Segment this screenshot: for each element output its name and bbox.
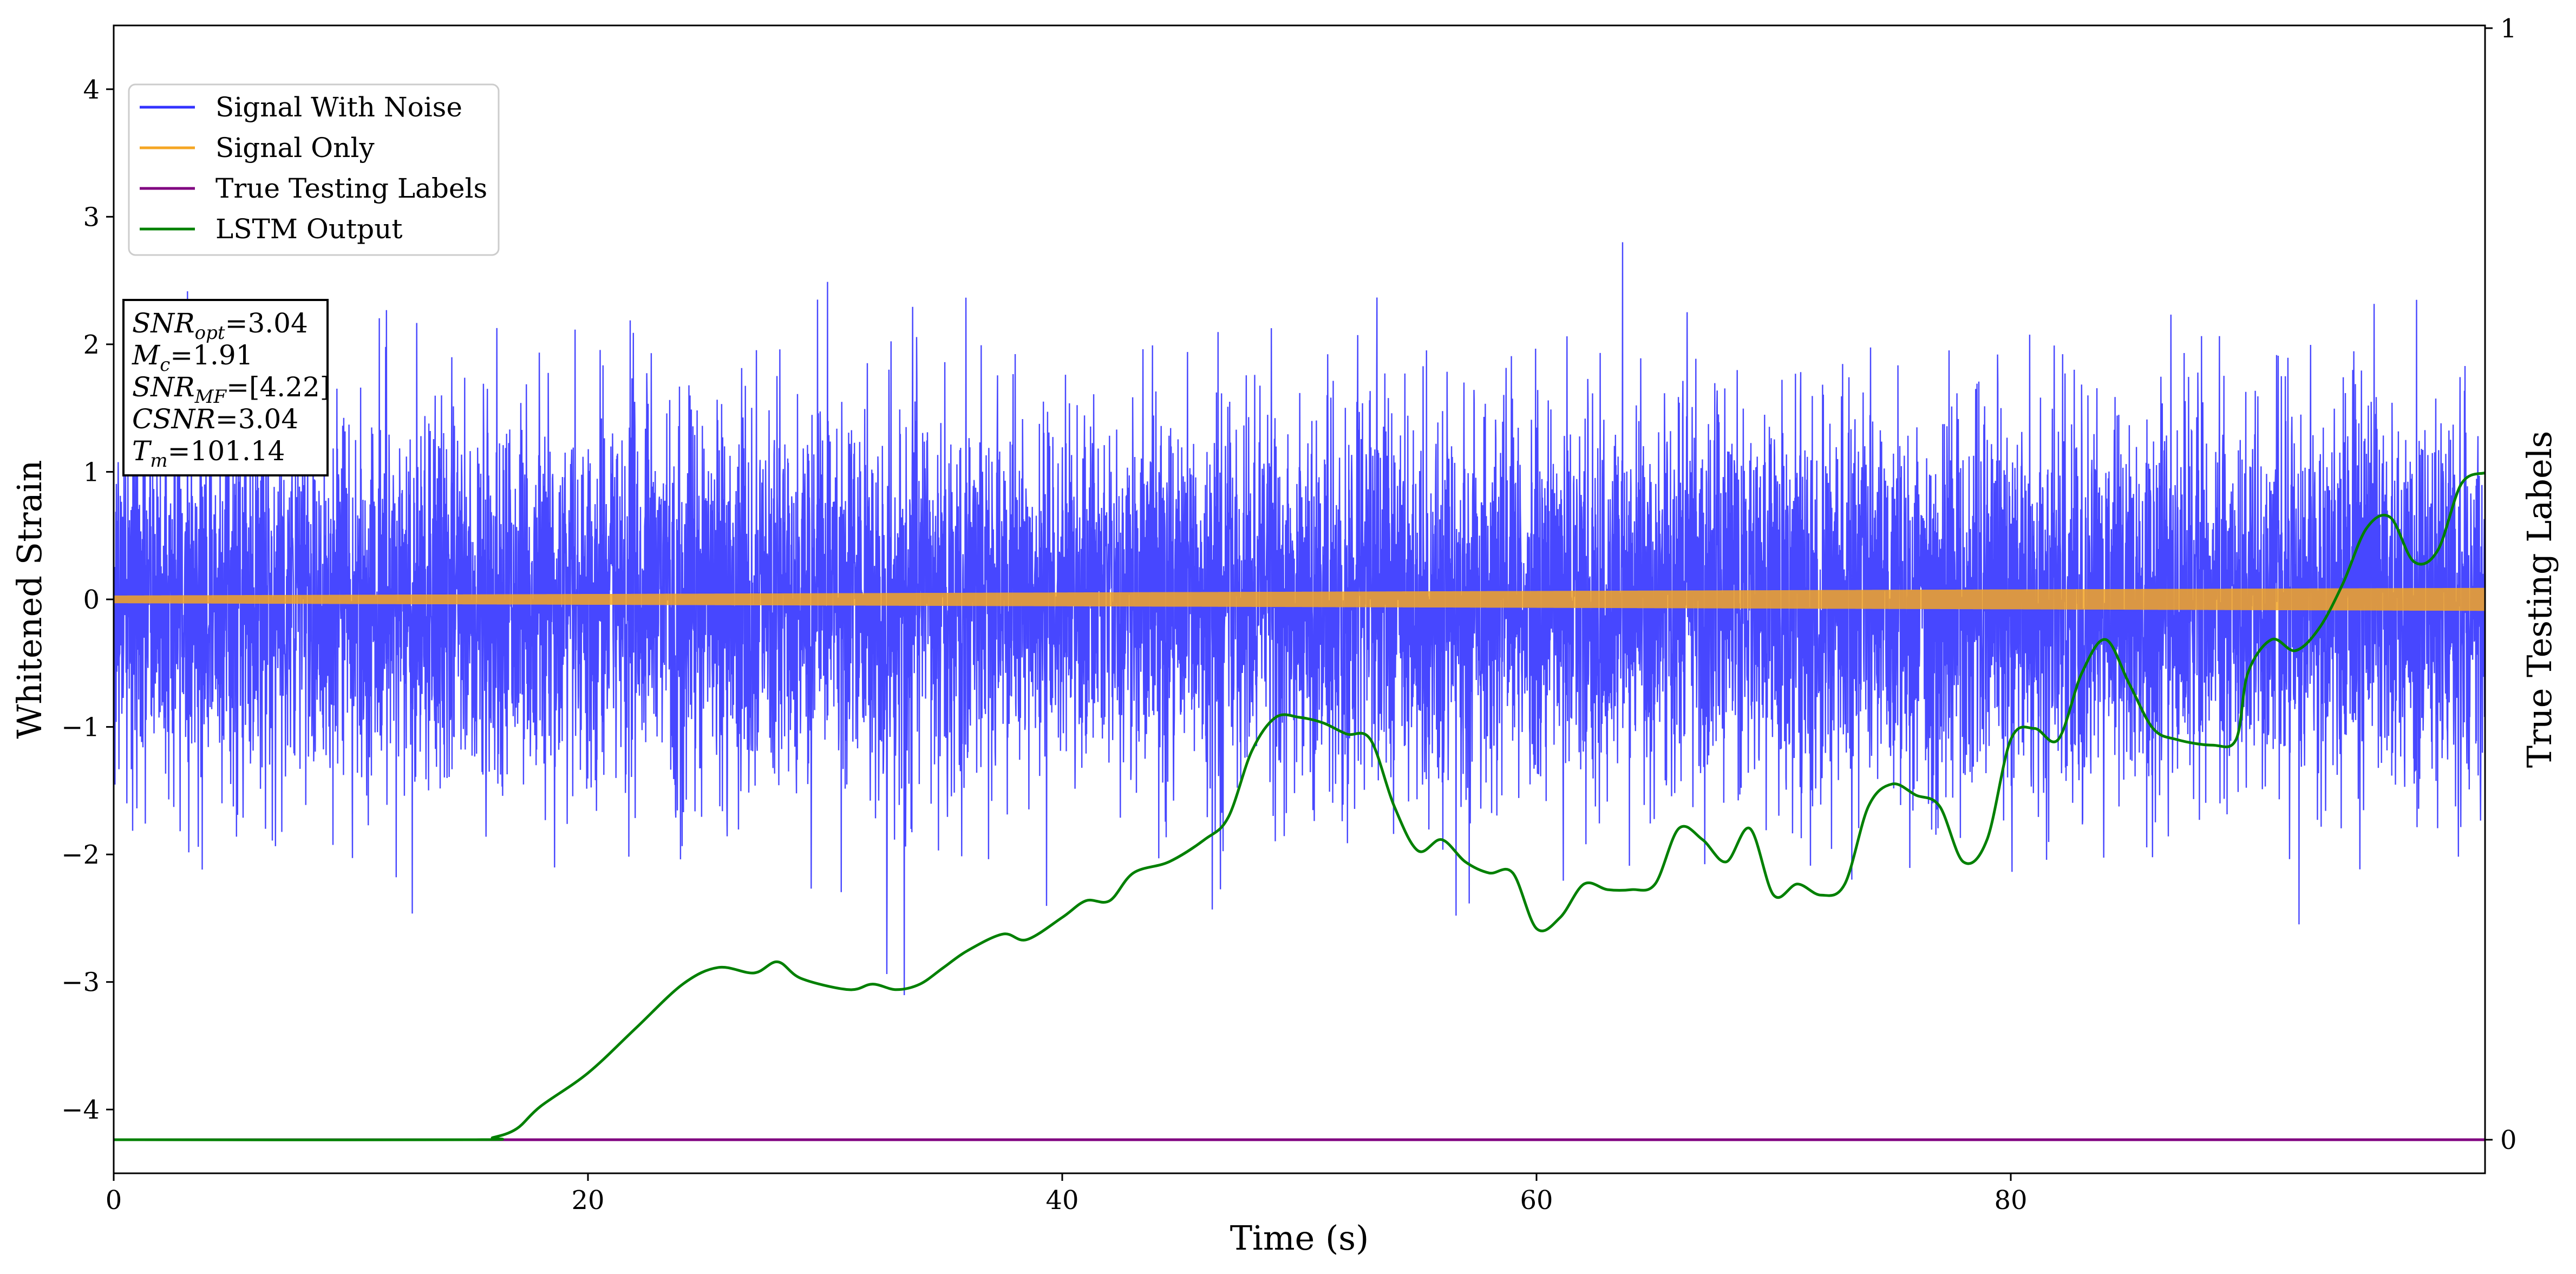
- signal-with-noise-line: [114, 242, 2485, 996]
- y2-tick-label: 0: [2500, 1125, 2517, 1155]
- legend-label: LSTM Output: [215, 213, 402, 245]
- y-tick-label: 1: [83, 457, 100, 487]
- legend-label: True Testing Labels: [215, 173, 487, 204]
- info-annotation-line: SNRMF=[4.22]: [132, 371, 330, 408]
- legend-box: [128, 83, 500, 256]
- y-tick-label: −1: [61, 713, 100, 743]
- y2-tick-label: 1: [2500, 14, 2517, 44]
- info-annotation-line: SNRopt=3.04: [132, 308, 308, 344]
- info-annotation-line: CSNR=3.04: [132, 403, 298, 435]
- y-axis-ticks: −4 −3 −2 −1 0 1 2 3 4: [61, 75, 114, 1125]
- y2-axis-ticks: 01: [2485, 14, 2517, 1155]
- x-axis-ticks: 0 20 40 60 80: [106, 1173, 2028, 1216]
- x-tick-label: 60: [1520, 1185, 1553, 1216]
- y2-axis-label: True Testing Labels: [2520, 431, 2559, 768]
- lstm-output-line: [114, 471, 2485, 1141]
- y-tick-label: 3: [83, 202, 100, 232]
- x-tick-label: 0: [106, 1185, 122, 1216]
- x-tick-label: 20: [571, 1185, 604, 1216]
- signal-with-noise-layer: [114, 242, 2485, 996]
- lstm-output-layer: [114, 471, 2485, 1141]
- signal-only-line: [114, 587, 2485, 611]
- y-tick-label: 2: [83, 330, 100, 360]
- legend-label: Signal With Noise: [215, 92, 462, 123]
- y-axis-label: Whitened Strain: [10, 460, 49, 739]
- legend-label: Signal Only: [215, 132, 375, 164]
- y-tick-label: 4: [83, 75, 100, 105]
- x-tick-label: 80: [1994, 1185, 2027, 1216]
- y-tick-label: 0: [83, 585, 100, 615]
- y-tick-label: −3: [61, 968, 100, 998]
- legend: Signal With Noise Signal Only True Testing…: [128, 83, 500, 256]
- info-annotation-box: [122, 299, 329, 476]
- info-annotation-line: Tm=101.14: [132, 435, 285, 472]
- signal-only-layer: [114, 587, 2485, 611]
- x-tick-label: 40: [1045, 1185, 1078, 1216]
- y-tick-label: −2: [61, 840, 100, 870]
- info-annotation-line: Mc=1.91: [132, 339, 253, 376]
- info-annotation: SNRopt=3.04Mc=1.91SNRMF=[4.22]CSNR=3.04T…: [122, 299, 330, 476]
- y-tick-label: −4: [61, 1095, 100, 1125]
- x-axis-label: Time (s): [1230, 1218, 1369, 1258]
